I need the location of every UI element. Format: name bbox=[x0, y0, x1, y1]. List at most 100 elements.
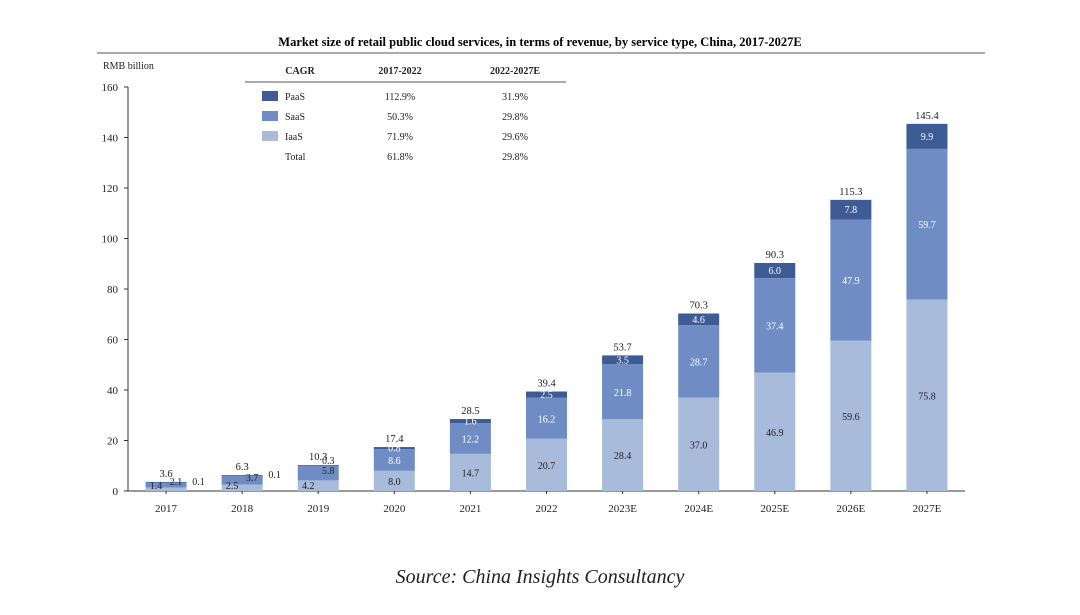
y-tick-label: 20 bbox=[107, 436, 119, 448]
value-label-iaas: 46.9 bbox=[766, 428, 784, 439]
stacked-bar-chart: Market size of retail public cloud servi… bbox=[97, 35, 985, 515]
cagr-value-2022-2027e: 29.8% bbox=[502, 152, 528, 163]
cagr-row-name: Total bbox=[285, 152, 306, 163]
total-label: 6.3 bbox=[236, 462, 249, 473]
cagr-value-2022-2027e: 29.8% bbox=[502, 112, 528, 123]
bar-saas-2023e bbox=[602, 364, 644, 420]
cagr-value-2017-2022: 71.9% bbox=[387, 132, 413, 143]
x-tick-label: 2024E bbox=[684, 503, 713, 515]
x-tick-label: 2019 bbox=[307, 503, 330, 515]
cagr-value-2017-2022: 61.8% bbox=[387, 152, 413, 163]
x-tick-label: 2022 bbox=[536, 503, 558, 515]
y-tick-label: 140 bbox=[102, 133, 119, 145]
total-label: 28.5 bbox=[461, 406, 479, 417]
x-tick-label: 2023E bbox=[608, 503, 637, 515]
x-tick-label: 2026E bbox=[836, 503, 865, 515]
value-label-paas: 0.3 bbox=[322, 456, 335, 467]
value-label-paas: 0.8 bbox=[388, 444, 401, 455]
cagr-value-2017-2022: 112.9% bbox=[385, 92, 415, 103]
value-label-saas: 2.1 bbox=[170, 477, 183, 488]
total-label: 70.3 bbox=[689, 300, 707, 311]
legend-swatch-saas bbox=[262, 111, 278, 121]
value-label-paas: 7.8 bbox=[845, 205, 858, 216]
bar-paas-2018 bbox=[221, 475, 263, 476]
value-label-iaas: 37.0 bbox=[690, 440, 708, 451]
bar-saas-2026e bbox=[830, 219, 872, 341]
value-label-saas: 12.2 bbox=[462, 434, 480, 445]
value-label-paas: 0.1 bbox=[192, 477, 205, 488]
bar-saas-2021 bbox=[449, 423, 491, 454]
total-label: 39.4 bbox=[537, 379, 556, 390]
value-label-saas: 47.9 bbox=[842, 276, 860, 287]
y-tick-label: 100 bbox=[102, 234, 119, 246]
value-label-iaas: 20.7 bbox=[538, 461, 556, 472]
value-label-paas: 4.6 bbox=[692, 315, 705, 326]
bar-saas-2022 bbox=[526, 397, 567, 439]
cagr-row-name: PaaS bbox=[285, 92, 305, 103]
value-label-paas: 1.6 bbox=[464, 417, 477, 428]
bar-saas-2017 bbox=[145, 482, 187, 488]
y-tick-label: 160 bbox=[102, 82, 119, 94]
value-label-saas: 59.7 bbox=[918, 220, 936, 231]
value-label-paas: 9.9 bbox=[921, 132, 934, 143]
bar-paas-2021 bbox=[449, 419, 491, 424]
x-tick-label: 2018 bbox=[231, 503, 254, 515]
bar-iaas-2019 bbox=[297, 480, 339, 491]
value-label-iaas: 59.6 bbox=[842, 412, 860, 423]
bar-iaas-2026e bbox=[830, 340, 872, 491]
total-label: 53.7 bbox=[613, 342, 631, 353]
total-label: 10.3 bbox=[309, 452, 327, 463]
bar-saas-2027e bbox=[906, 148, 948, 300]
bar-paas-2027e bbox=[906, 123, 948, 149]
value-label-iaas: 14.7 bbox=[462, 468, 480, 479]
value-label-iaas: 28.4 bbox=[614, 451, 632, 462]
bar-paas-2025e bbox=[754, 262, 796, 279]
value-label-saas: 21.8 bbox=[614, 388, 632, 399]
total-label: 17.4 bbox=[385, 434, 404, 445]
total-label: 3.6 bbox=[159, 469, 172, 480]
cagr-row-name: IaaS bbox=[285, 132, 303, 143]
legend-swatch-paas bbox=[262, 91, 278, 101]
bar-iaas-2022 bbox=[526, 438, 567, 491]
value-label-paas: 0.1 bbox=[268, 470, 281, 481]
bar-saas-2024e bbox=[678, 325, 720, 398]
cagr-header-label: CAGR bbox=[285, 66, 315, 77]
bar-paas-2022 bbox=[526, 391, 567, 398]
value-label-saas: 8.6 bbox=[388, 456, 401, 467]
cagr-header-period-2: 2022-2027E bbox=[490, 66, 540, 77]
cagr-value-2017-2022: 50.3% bbox=[387, 112, 413, 123]
y-axis-label: RMB billion bbox=[103, 61, 154, 72]
cagr-value-2022-2027e: 29.6% bbox=[502, 132, 528, 143]
value-label-paas: 6.0 bbox=[769, 266, 782, 277]
total-label: 90.3 bbox=[766, 250, 784, 261]
bar-saas-2018 bbox=[221, 475, 263, 485]
total-label: 145.4 bbox=[915, 111, 939, 122]
y-tick-label: 0 bbox=[113, 486, 119, 498]
total-label: 115.3 bbox=[839, 187, 862, 198]
bar-iaas-2018 bbox=[221, 484, 263, 491]
y-tick-label: 120 bbox=[102, 183, 119, 195]
bar-paas-2023e bbox=[602, 355, 644, 365]
bar-paas-2024e bbox=[678, 313, 720, 326]
y-tick-label: 40 bbox=[107, 385, 119, 397]
x-tick-label: 2021 bbox=[459, 503, 481, 515]
bar-paas-2020 bbox=[373, 447, 415, 450]
x-tick-label: 2020 bbox=[383, 503, 406, 515]
chart-title: Market size of retail public cloud servi… bbox=[278, 35, 801, 49]
value-label-iaas: 75.8 bbox=[918, 391, 936, 402]
x-tick-label: 2025E bbox=[760, 503, 789, 515]
cagr-value-2022-2027e: 31.9% bbox=[502, 92, 528, 103]
x-tick-label: 2027E bbox=[913, 503, 942, 515]
bar-iaas-2027e bbox=[906, 299, 948, 491]
value-label-iaas: 8.0 bbox=[388, 477, 401, 488]
value-label-saas: 5.8 bbox=[322, 466, 335, 477]
value-label-paas: 2.5 bbox=[540, 390, 553, 401]
value-label-paas: 3.5 bbox=[616, 355, 629, 366]
bar-iaas-2020 bbox=[373, 470, 415, 491]
x-tick-label: 2017 bbox=[155, 503, 178, 515]
value-label-saas: 28.7 bbox=[690, 357, 708, 368]
bar-saas-2025e bbox=[754, 278, 796, 373]
cagr-header-period-1: 2017-2022 bbox=[378, 66, 421, 77]
bar-iaas-2017 bbox=[145, 487, 187, 491]
bar-saas-2019 bbox=[297, 465, 339, 481]
